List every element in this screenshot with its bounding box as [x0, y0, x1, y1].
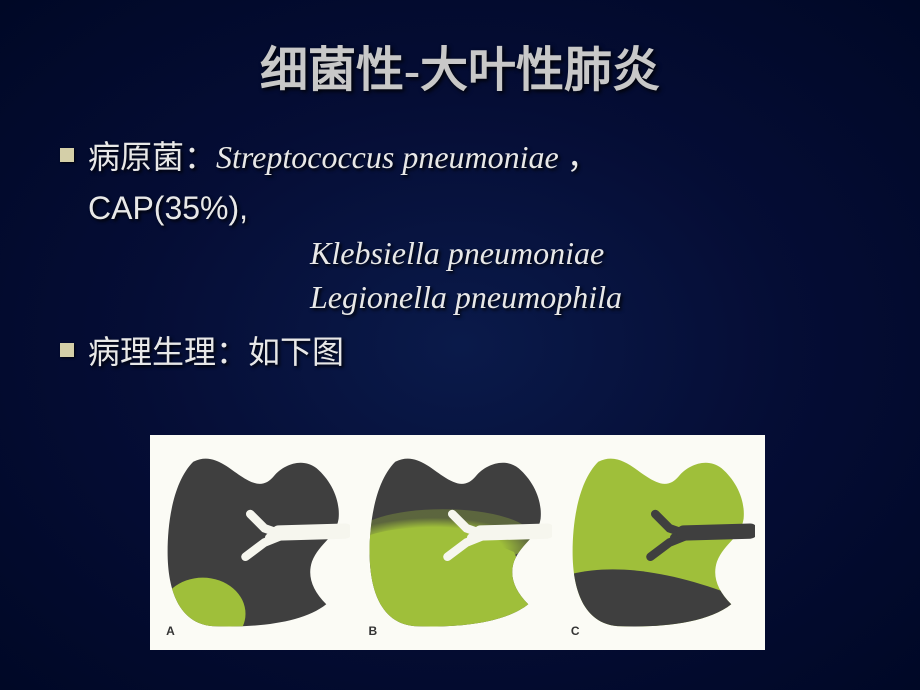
bullet1-line3: Klebsiella pneumoniae — [310, 231, 880, 276]
bullet2-text: 病理生理：如下图 — [88, 330, 344, 375]
slide-title: 细菌性-大叶性肺炎 — [0, 0, 920, 135]
bullet-item-1: 病原菌：Streptococcus pneumoniae ， — [60, 135, 880, 180]
bullet1-pathogen1: Streptococcus pneumoniae — [216, 139, 559, 175]
lung-svg-c — [565, 445, 755, 640]
panel-label-a: A — [166, 624, 175, 638]
lung-svg-a — [160, 445, 350, 640]
diagram-panel-a: A — [160, 445, 350, 640]
diagram-panel-c: C — [565, 445, 755, 640]
diagram-panel-b: B — [362, 445, 552, 640]
bullet1-line2: CAP(35%), — [88, 186, 880, 231]
pathology-diagram: A B — [150, 435, 765, 650]
content-area: 病原菌：Streptococcus pneumoniae ， CAP(35%),… — [0, 135, 920, 375]
panel-label-c: C — [571, 624, 580, 638]
panel-label-b: B — [368, 624, 377, 638]
bullet-square-icon — [60, 148, 74, 162]
bullet1-zh-label: 病原菌： — [88, 139, 216, 175]
lung-svg-b — [362, 445, 552, 640]
bullet-square-icon — [60, 343, 74, 357]
bullet1-tail: ， — [559, 139, 599, 175]
bullet1-line1: 病原菌：Streptococcus pneumoniae ， — [88, 135, 599, 180]
bullet-item-2: 病理生理：如下图 — [60, 330, 880, 375]
bullet1-line4: Legionella pneumophila — [310, 275, 880, 320]
